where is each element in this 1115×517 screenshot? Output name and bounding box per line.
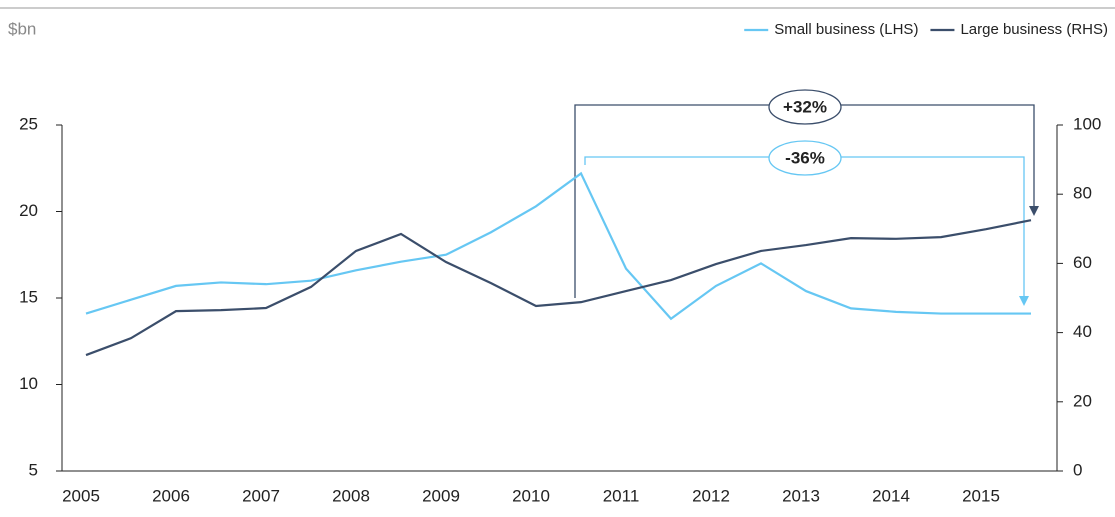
x-tick-label: 2008: [332, 486, 370, 505]
y2-tick-label: 0: [1073, 460, 1082, 479]
y2-tick-label: 60: [1073, 253, 1092, 272]
x-tick-label: 2007: [242, 486, 280, 505]
y-tick-label: 10: [19, 374, 38, 393]
annotation: +32%: [783, 97, 827, 116]
x-tick-label: 2005: [62, 486, 100, 505]
x-tick-label: 2010: [512, 486, 550, 505]
x-tick-label: 2015: [962, 486, 1000, 505]
annotation-oval: [768, 89, 842, 125]
y-tick-label: 5: [29, 460, 38, 479]
annotation-oval: [768, 140, 842, 176]
y-tick-label: 25: [19, 114, 38, 133]
x-tick-label: 2012: [692, 486, 730, 505]
arrow-large: [1029, 206, 1039, 216]
y2-tick-label: 100: [1073, 114, 1101, 133]
y-tick-label: 20: [19, 201, 38, 220]
y2-tick-label: 80: [1073, 184, 1092, 203]
legend-label: Large business (RHS): [960, 21, 1108, 38]
y2-tick-label: 40: [1073, 322, 1092, 341]
series-line: [85, 219, 1032, 357]
annotation: -36%: [785, 148, 825, 167]
x-tick-label: 2013: [782, 486, 820, 505]
bracket-small: [584, 156, 1025, 298]
x-tick-label: 2006: [152, 486, 190, 505]
unit-label: $bn: [8, 19, 36, 38]
x-tick-label: 2009: [422, 486, 460, 505]
arrow-small: [1019, 296, 1029, 306]
x-tick-label: 2011: [603, 486, 640, 505]
series-line: [85, 171, 1031, 321]
x-tick-label: 2014: [872, 486, 910, 505]
bracket-large: [574, 104, 1035, 298]
legend-label: Small business (LHS): [774, 21, 918, 38]
y-tick-label: 15: [19, 287, 38, 306]
y2-tick-label: 20: [1073, 391, 1092, 410]
